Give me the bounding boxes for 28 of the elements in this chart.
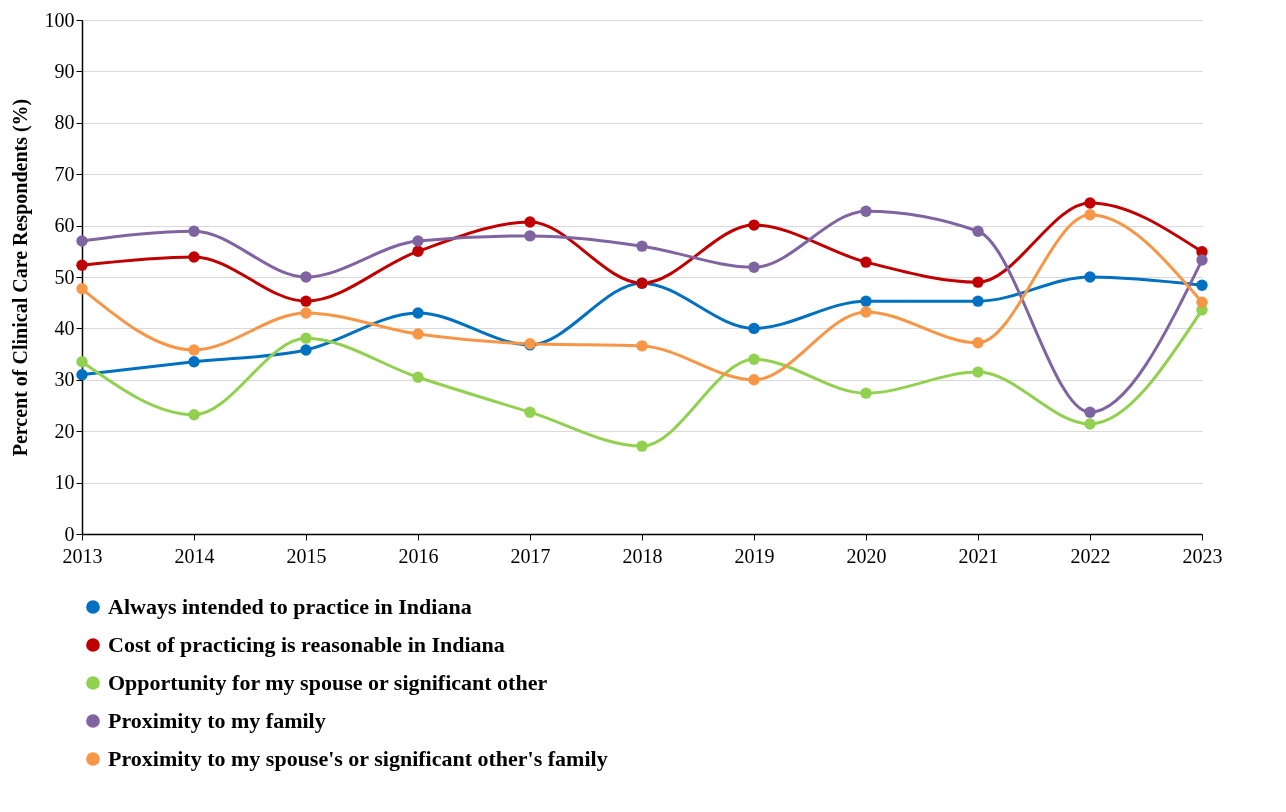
y-tick-label: 10 (54, 471, 75, 494)
x-tick-label: 2015 (286, 544, 327, 567)
x-tick-label: 2014 (174, 544, 215, 567)
x-tick-label: 2016 (398, 544, 439, 567)
y-axis-title: Percent of Clinical Care Respondents (%) (8, 98, 32, 457)
x-tick-label: 2019 (734, 544, 775, 567)
y-tick-label: 0 (64, 522, 75, 545)
y-tick-label: 70 (54, 162, 75, 185)
y-tick-label: 80 (54, 111, 75, 134)
y-tick-label: 40 (54, 316, 75, 339)
x-tick-label: 2017 (510, 544, 551, 567)
x-tick-label: 2022 (1070, 544, 1111, 567)
x-tick-label: 2021 (958, 544, 999, 567)
legend-label: Proximity to my family (108, 708, 326, 733)
x-tick-label: 2018 (622, 544, 663, 567)
y-tick-label: 100 (44, 8, 75, 31)
y-tick-label: 60 (54, 214, 75, 237)
legend-label: Always intended to practice in Indiana (108, 594, 472, 619)
legend-label: Cost of practicing is reasonable in Indiana (108, 632, 505, 657)
x-tick-label: 2023 (1182, 544, 1223, 567)
x-tick-label: 2020 (846, 544, 887, 567)
legend-label: Opportunity for my spouse or significant other (108, 670, 548, 695)
y-tick-label: 30 (54, 368, 75, 391)
x-tick-label: 2013 (62, 544, 103, 567)
legend-label: Proximity to my spouse's or significant other's family (108, 746, 608, 771)
y-tick-label: 20 (54, 419, 75, 442)
y-tick-label: 90 (54, 59, 75, 82)
y-tick-label: 50 (54, 265, 75, 288)
